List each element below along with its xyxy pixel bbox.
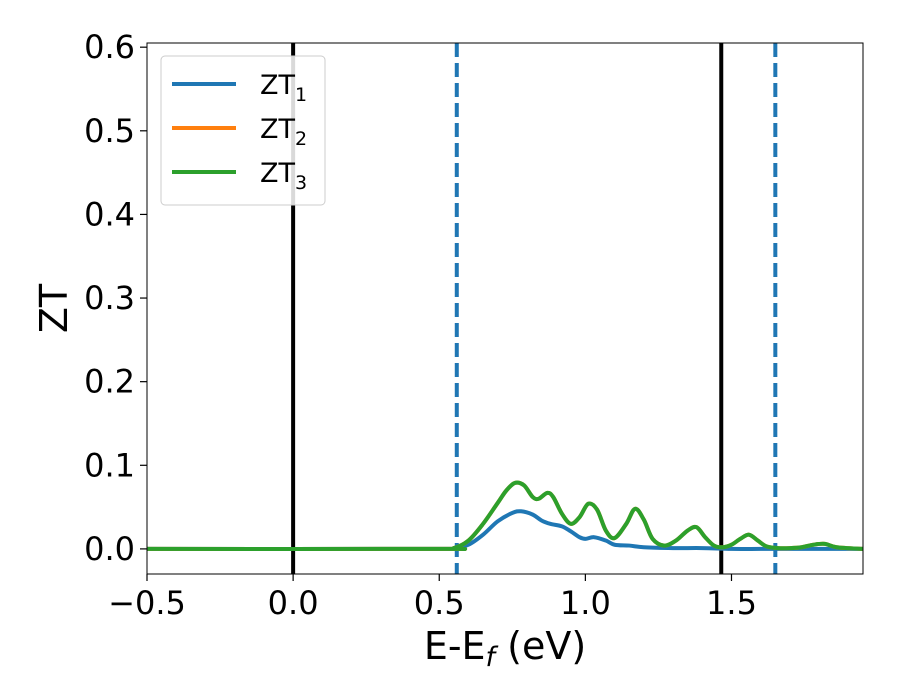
y-tick-label: 0.4: [84, 195, 135, 233]
y-tick-label: 0.3: [84, 279, 135, 317]
y-tick-label: 0.1: [84, 446, 135, 484]
y-axis-label: ZT: [32, 283, 76, 333]
legend-label-zt1: ZT1: [260, 70, 307, 106]
legend-label-zt3: ZT3: [260, 158, 307, 194]
x-tick-label: −0.5: [108, 584, 186, 622]
y-tick-label: 0.0: [84, 530, 135, 568]
y-tick-label: 0.6: [84, 28, 135, 66]
x-axis-label-unit: (eV): [495, 624, 586, 668]
x-axis-label-main: E-E: [424, 624, 486, 668]
legend: ZT1 ZT2 ZT3: [160, 55, 326, 206]
plot-frame: [146, 42, 864, 575]
x-tick-label: 1.5: [706, 584, 757, 622]
x-axis-ticks: −0.5 0.0 0.5 1.0 1.5: [108, 574, 757, 622]
y-tick-label: 0.2: [84, 363, 135, 401]
y-axis-ticks: 0.0 0.1 0.2 0.3 0.4 0.5 0.6: [84, 28, 147, 568]
series-line-zt1: [147, 509, 863, 551]
x-tick-label: 0.0: [268, 584, 319, 622]
series-line-zt3: [147, 480, 863, 551]
x-tick-label: 1.0: [560, 584, 611, 622]
legend-box: [160, 55, 326, 206]
y-tick-label: 0.5: [84, 112, 135, 150]
legend-label-zt2: ZT2: [260, 114, 307, 150]
x-tick-label: 0.5: [414, 584, 465, 622]
x-axis-label: E-Ef (eV): [424, 624, 586, 673]
